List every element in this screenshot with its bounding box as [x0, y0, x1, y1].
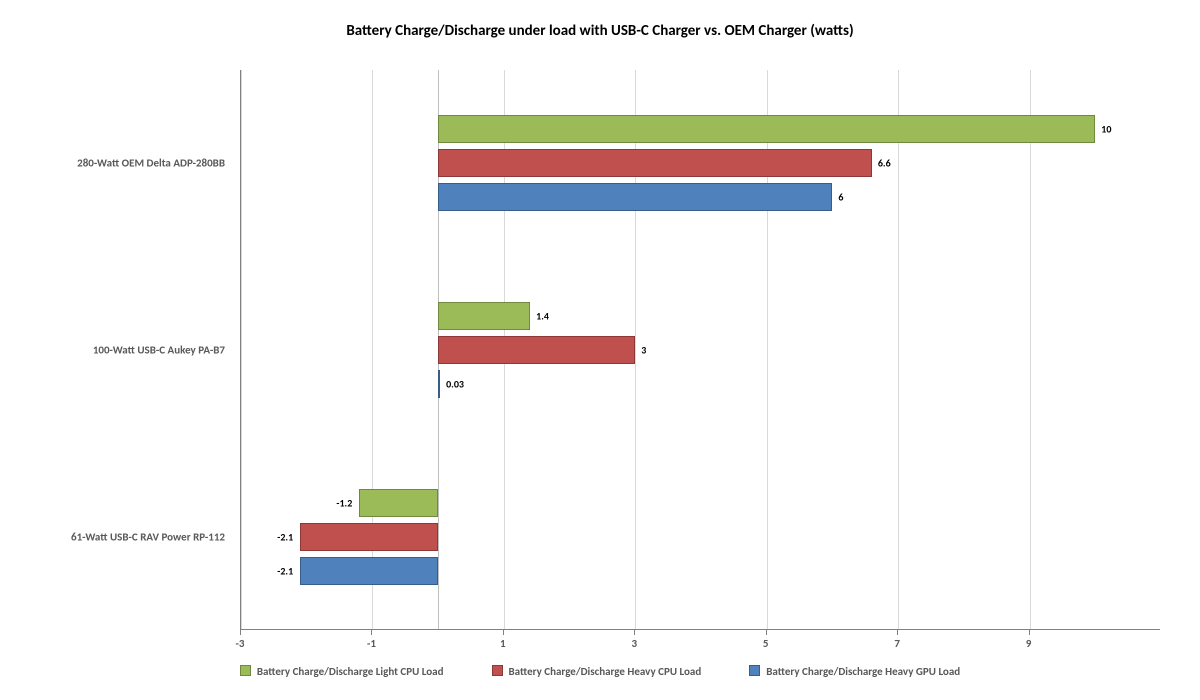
bar: [438, 302, 530, 330]
legend-swatch: [240, 665, 251, 676]
data-label: 6: [838, 191, 843, 204]
x-tick-label: 9: [1026, 637, 1032, 650]
bar: [359, 489, 438, 517]
data-label: 3: [641, 344, 646, 357]
bar: [438, 336, 635, 364]
bar: [438, 149, 872, 177]
bar: [438, 115, 1095, 143]
data-label: 1.4: [536, 310, 549, 323]
x-tick-label: 1: [500, 637, 506, 650]
x-tick-label: -1: [367, 637, 376, 650]
legend-label: Battery Charge/Discharge Heavy GPU Load: [766, 665, 960, 678]
data-label: 6.6: [878, 157, 891, 170]
x-tick: [503, 630, 504, 635]
x-tick: [634, 630, 635, 635]
x-tick-label: 3: [631, 637, 637, 650]
x-tick-label: 5: [763, 637, 769, 650]
legend-item: Battery Charge/Discharge Heavy CPU Load: [492, 665, 702, 678]
x-tick: [1029, 630, 1030, 635]
data-label: -1.2: [336, 496, 352, 509]
x-tick: [766, 630, 767, 635]
legend-swatch: [749, 665, 760, 676]
data-label: -2.1: [277, 530, 293, 543]
data-label: 0.03: [446, 378, 464, 391]
category-label: 100-Watt USB-C Aukey PA-B7: [0, 344, 225, 357]
plot-area: 10 6.6 6 1.4 3 0.03 -1.2 -2.1 -2.1: [240, 70, 1160, 630]
legend-swatch: [492, 665, 503, 676]
x-tick: [897, 630, 898, 635]
legend-item: Battery Charge/Discharge Heavy GPU Load: [749, 665, 960, 678]
gridline: [1030, 70, 1031, 629]
gridline: [241, 70, 242, 629]
gridline: [898, 70, 899, 629]
data-label: 10: [1101, 123, 1111, 136]
chart-container: Battery Charge/Discharge under load with…: [0, 0, 1200, 700]
legend: Battery Charge/Discharge Light CPU Load B…: [0, 665, 1200, 678]
legend-item: Battery Charge/Discharge Light CPU Load: [240, 665, 444, 678]
x-tick-label: 7: [894, 637, 900, 650]
x-tick: [240, 630, 241, 635]
bar: [300, 557, 438, 585]
bar: [438, 183, 832, 211]
category-label: 280-Watt OEM Delta ADP-280BB: [0, 157, 225, 170]
x-tick-label: -3: [236, 637, 245, 650]
category-label: 61-Watt USB-C RAV Power RP-112: [0, 530, 225, 543]
data-label: -2.1: [277, 564, 293, 577]
legend-label: Battery Charge/Discharge Light CPU Load: [257, 665, 444, 678]
chart-title: Battery Charge/Discharge under load with…: [0, 22, 1200, 40]
x-tick: [371, 630, 372, 635]
bar: [438, 370, 440, 398]
legend-label: Battery Charge/Discharge Heavy CPU Load: [509, 665, 702, 678]
bar: [300, 523, 438, 551]
